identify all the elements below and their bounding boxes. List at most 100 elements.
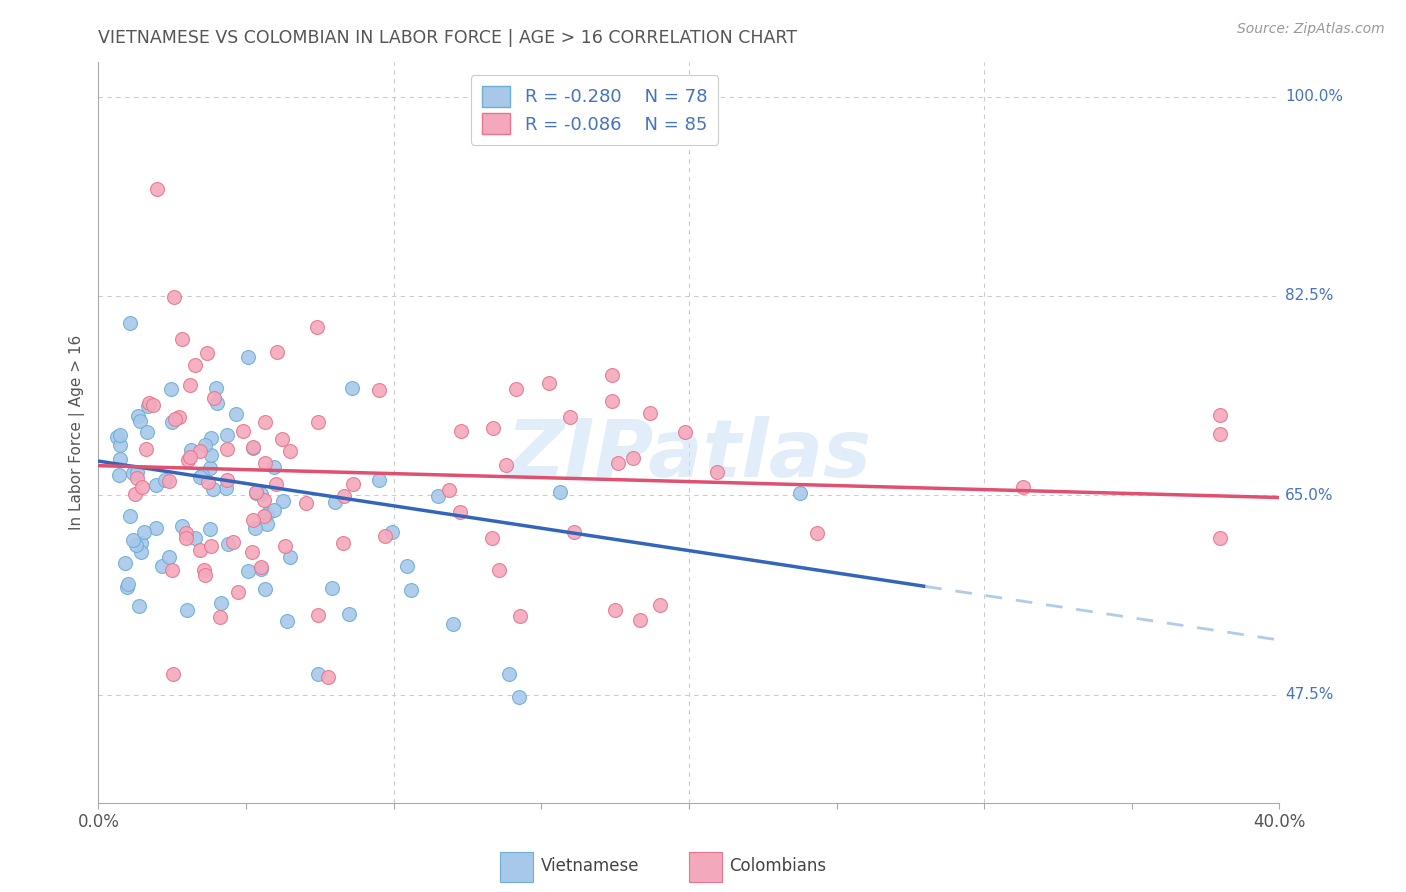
Point (183, 358, 205, 372)
Point (118, 316, 141, 330)
Point (307, 667, 329, 681)
Point (222, 534, 245, 549)
Point (138, 396, 160, 410)
Point (202, 482, 225, 496)
Point (640, 406, 662, 420)
Point (340, 381, 363, 395)
Point (706, 465, 728, 479)
Point (195, 346, 218, 360)
Point (136, 399, 159, 413)
Point (256, 508, 278, 522)
Point (108, 427, 131, 442)
Point (170, 332, 193, 346)
Point (157, 474, 180, 488)
Point (270, 432, 292, 446)
Point (217, 474, 239, 488)
Point (368, 383, 391, 397)
Point (150, 559, 173, 574)
Point (176, 603, 198, 617)
Point (488, 563, 510, 577)
Point (170, 518, 193, 533)
Point (256, 516, 278, 531)
Point (188, 469, 211, 483)
Point (188, 542, 211, 557)
Point (125, 465, 148, 479)
Point (200, 539, 222, 553)
Text: 65.0%: 65.0% (1285, 488, 1334, 503)
Point (253, 456, 276, 470)
FancyBboxPatch shape (501, 853, 533, 882)
Point (236, 350, 259, 364)
Point (160, 415, 183, 429)
Point (274, 540, 297, 554)
Point (163, 412, 186, 426)
Point (673, 425, 696, 440)
Point (129, 545, 152, 559)
Point (194, 568, 217, 582)
Text: 82.5%: 82.5% (1285, 288, 1334, 303)
Point (266, 344, 288, 359)
Point (621, 451, 644, 466)
Point (396, 558, 419, 573)
Point (145, 478, 167, 492)
Point (200, 448, 222, 462)
Text: VIETNAMESE VS COLOMBIAN IN LABOR FORCE | AGE > 16 CORRELATION CHART: VIETNAMESE VS COLOMBIAN IN LABOR FORCE |… (98, 29, 797, 47)
Point (441, 617, 464, 632)
Point (628, 613, 651, 627)
Point (198, 460, 221, 475)
Point (114, 556, 136, 570)
Point (806, 525, 828, 540)
Legend: R = -0.280    N = 78, R = -0.086    N = 85: R = -0.280 N = 78, R = -0.086 N = 85 (471, 75, 718, 145)
Point (603, 603, 626, 617)
Point (253, 509, 276, 524)
Point (191, 468, 214, 483)
Point (134, 525, 156, 540)
Point (481, 531, 503, 545)
Point (105, 430, 128, 444)
Text: Vietnamese: Vietnamese (541, 856, 640, 875)
Point (316, 670, 339, 684)
FancyBboxPatch shape (689, 853, 723, 882)
Point (145, 182, 167, 196)
Point (200, 431, 222, 445)
Point (108, 468, 131, 483)
Point (337, 607, 360, 621)
Point (482, 421, 505, 435)
Text: 47.5%: 47.5% (1285, 687, 1334, 702)
Point (374, 529, 396, 543)
Point (167, 409, 190, 424)
Point (368, 473, 391, 487)
Point (1209, 427, 1232, 442)
Point (129, 536, 152, 550)
Point (1011, 480, 1033, 494)
Point (449, 505, 471, 519)
Point (110, 438, 132, 452)
Point (128, 599, 150, 614)
Point (278, 549, 301, 564)
Point (495, 458, 517, 472)
Point (498, 667, 520, 681)
Point (145, 521, 167, 535)
Point (209, 610, 232, 624)
Point (600, 368, 623, 382)
Point (135, 442, 157, 456)
Point (245, 486, 267, 500)
Point (249, 486, 271, 500)
Point (250, 562, 273, 576)
Point (198, 522, 221, 536)
Point (606, 456, 628, 470)
Point (162, 667, 184, 681)
Point (177, 452, 200, 467)
Point (194, 438, 217, 452)
Point (236, 564, 259, 578)
Point (160, 382, 183, 396)
Point (332, 536, 354, 550)
Point (205, 381, 228, 395)
Point (250, 559, 273, 574)
Point (245, 484, 267, 499)
Point (242, 513, 264, 527)
Point (209, 596, 232, 610)
Point (333, 489, 356, 503)
Point (122, 466, 145, 480)
Point (437, 483, 460, 497)
